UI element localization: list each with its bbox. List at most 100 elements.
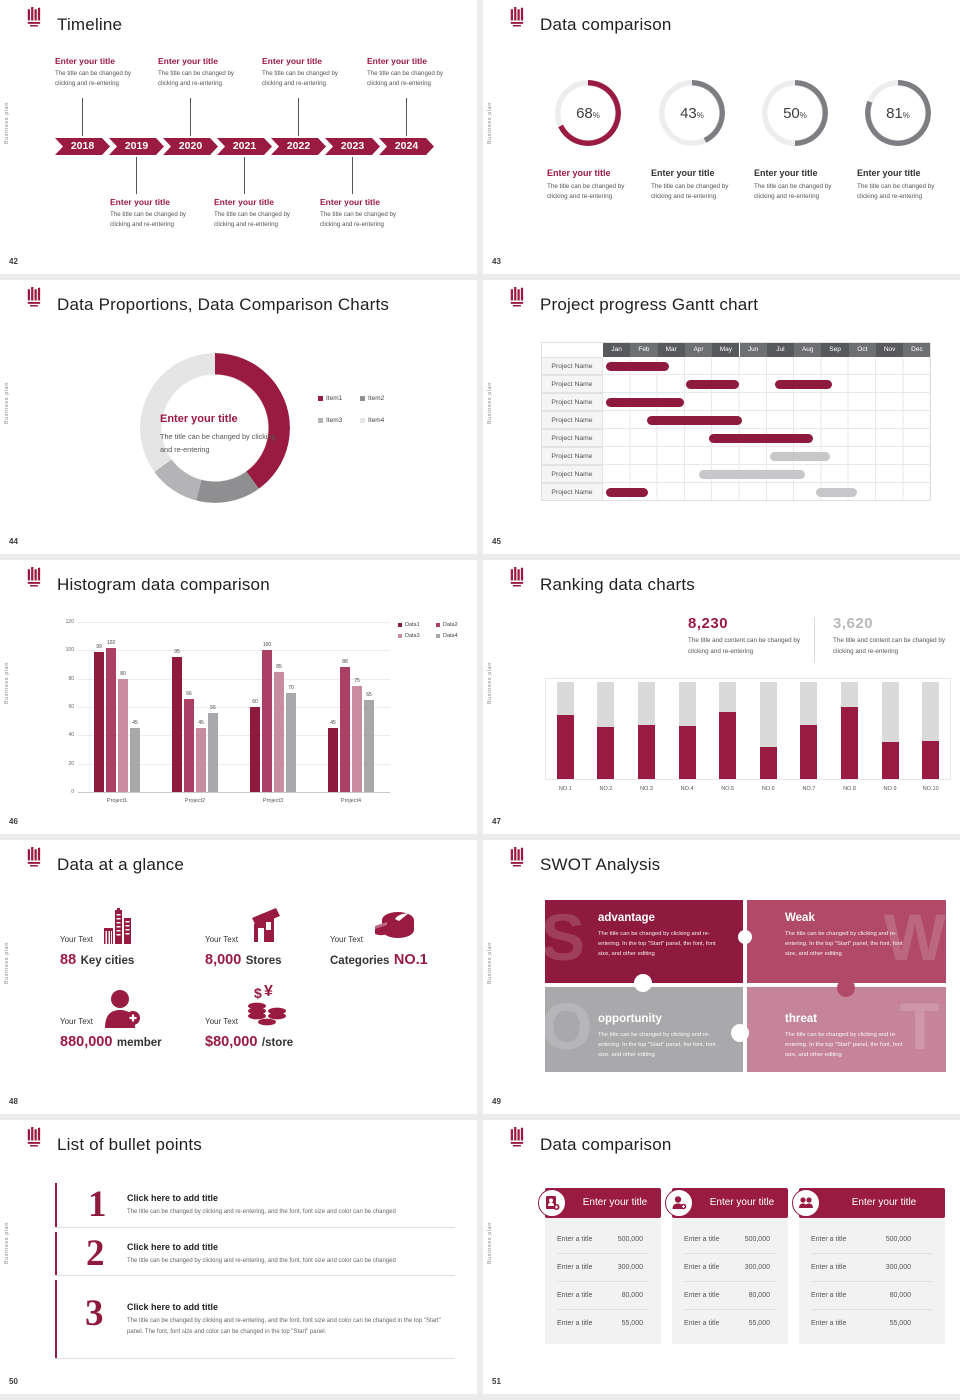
hist-bar-value: 102 <box>106 639 116 646</box>
gantt-month-Aug: Aug <box>794 342 822 357</box>
timeline-entry-desc: The title can be changed by clicking and… <box>262 70 339 87</box>
hist-ytick: 80 <box>68 675 74 682</box>
page-title: Timeline <box>57 15 123 34</box>
gantt-month-Feb: Feb <box>630 342 658 357</box>
row-value: 55,000 <box>889 1320 911 1327</box>
legend-item: Item3 <box>318 417 342 424</box>
swot-letter: S <box>541 900 586 974</box>
card-1-body: Enter a title 500,000 Enter a title 300,000… <box>545 1218 661 1344</box>
legend-label: Item4 <box>368 417 385 424</box>
table-row: Enter a title 300,000 <box>811 1254 933 1282</box>
gantt-month-Jan: Jan <box>603 342 631 357</box>
swot-threat-quadrant: T threat The title can be changed by cli… <box>747 987 946 1072</box>
table-row: Enter a title 80,000 <box>811 1282 933 1310</box>
row-label: Enter a title <box>811 1264 847 1271</box>
slide-number: 46 <box>9 817 18 826</box>
stat-unit: Categories <box>330 955 390 967</box>
swot-heading: opportunity <box>598 1013 662 1025</box>
ranking-xlabel: NO.8 <box>843 786 856 792</box>
slide-number: 45 <box>492 537 501 546</box>
page-title: Data comparison <box>540 15 672 34</box>
legend-label: Data1 <box>405 622 420 628</box>
donut-title: Enter your title <box>160 413 238 425</box>
card-1-icon-circle <box>538 1189 566 1217</box>
legend-item: Data2 <box>436 622 458 628</box>
puzzle-notch <box>738 930 752 944</box>
ranking-xlabel: NO.10 <box>922 786 939 792</box>
swot-body: The title can be changed by clicking and… <box>785 1032 903 1059</box>
legend-swatch <box>398 623 402 627</box>
legend-item: Data4 <box>436 633 458 639</box>
legend-label: Data2 <box>443 622 458 628</box>
legend-swatch <box>398 634 402 638</box>
stat-value: NO.1 <box>393 952 428 968</box>
ranking-xlabel: NO.1 <box>558 786 572 792</box>
legend-swatch <box>318 418 323 423</box>
hist-bar-data4 <box>208 712 218 792</box>
table-row: Enter a title 500,000 <box>557 1226 649 1254</box>
legend-item: Data3 <box>398 633 420 639</box>
gantt-row-cells <box>603 483 931 501</box>
ranking-stat-2: 3,620 The title and content can be chang… <box>833 615 951 657</box>
table-row: Enter a title 500,000 <box>811 1226 933 1254</box>
people-group-icon <box>799 1197 813 1208</box>
side-label: Business plan <box>4 942 10 985</box>
slide-number: 50 <box>9 1377 18 1386</box>
ring-caption-desc: The title can be changed by clicking and… <box>651 183 729 201</box>
slide-number: 49 <box>492 1097 501 1106</box>
hist-bar-data1 <box>172 657 182 792</box>
gantt-bar-gray <box>698 469 806 479</box>
ring-caption: Enter your title The title can be changed… <box>651 168 749 202</box>
row-value: 55,000 <box>748 1320 770 1327</box>
table-row: Enter a title 80,000 <box>684 1282 776 1310</box>
ranking-bar-fill <box>881 742 899 779</box>
timeline-entry-bottom: Enter your title The title can be changed… <box>110 197 202 229</box>
side-label: Business plan <box>487 942 493 985</box>
slide-number: 47 <box>492 817 501 826</box>
slide-43-data-comparison: Business plan Data comparison 68% Enter y… <box>483 0 960 274</box>
university-emblem-icon <box>27 1127 41 1147</box>
card-3-header: Enter your title <box>799 1188 945 1218</box>
progress-ring <box>555 80 621 146</box>
hist-bar-value: 99 <box>96 643 102 650</box>
svg-text:¥: ¥ <box>264 984 273 1000</box>
stat-unit: Key cities <box>80 955 135 967</box>
donut-canvas: Item1 Item2 Item3 Item4 <box>0 280 477 554</box>
slide-50-bullets: Business plan List of bullet points 1 Cl… <box>0 1120 477 1394</box>
timeline-connector <box>244 157 245 194</box>
gantt-row-label: Project Name <box>541 357 603 375</box>
hist-gridline <box>78 650 390 652</box>
gantt-row-cells <box>603 375 931 393</box>
legend-swatch <box>436 623 440 627</box>
row-value: 55,000 <box>621 1320 643 1327</box>
timeline-entry-title: Enter your title <box>320 197 380 207</box>
swot-body: The title can be changed by clicking and… <box>785 931 903 958</box>
card-1-header: Enter your title <box>545 1188 661 1218</box>
hist-bar-data3 <box>118 678 128 792</box>
ranking-bar-fill <box>841 707 858 779</box>
donut-desc: The title can be changed by clicking and… <box>160 432 276 455</box>
person-add-icon <box>672 1196 687 1210</box>
bullet-item-2: 2 Click here to add title The title can … <box>55 1232 455 1276</box>
timeline-entry-title: Enter your title <box>367 56 427 66</box>
progress-ring-value: 43% <box>680 104 704 122</box>
hist-bar-data3 <box>274 671 284 792</box>
row-label: Enter a title <box>684 1292 720 1299</box>
row-label: Enter a title <box>811 1320 847 1327</box>
bullet-title: Click here to add title <box>127 1242 219 1252</box>
row-value: 80,000 <box>621 1292 643 1299</box>
table-row: Enter a title 300,000 <box>684 1254 776 1282</box>
gantt-row-label: Project Name <box>541 483 603 501</box>
ranking-stat-1: 8,230 The title and content can be chang… <box>688 615 808 657</box>
gantt-month-Jul: Jul <box>766 342 795 357</box>
timeline-connector <box>406 98 407 136</box>
hist-gridline <box>78 622 390 623</box>
row-value: 80,000 <box>889 1292 911 1299</box>
bullet-item-1: 1 Click here to add title The title can … <box>55 1183 455 1228</box>
legend-swatch <box>360 418 365 423</box>
hist-bar-data4 <box>364 699 374 792</box>
stat-categories: Your Text Categories NO.1 <box>330 908 477 969</box>
gantt-row-cells <box>603 447 931 465</box>
gantt-month-Nov: Nov <box>876 342 904 357</box>
hist-bar-value: 45 <box>198 720 204 727</box>
